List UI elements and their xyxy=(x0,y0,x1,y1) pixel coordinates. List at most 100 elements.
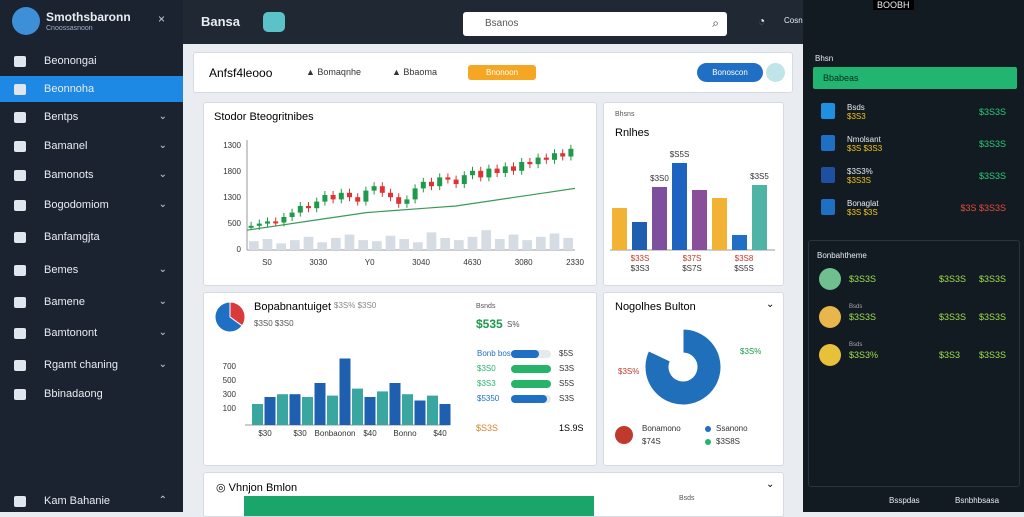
menu-icon xyxy=(14,297,26,308)
candle xyxy=(552,153,557,160)
list-foot: 1S.9S xyxy=(559,423,584,433)
candle xyxy=(330,195,336,200)
panel-title: Bhsn xyxy=(815,54,834,63)
volume-bar xyxy=(372,241,382,250)
row-label: $3S3% xyxy=(847,167,873,176)
menu-label: Bamonots xyxy=(44,169,94,181)
x-tick-label: 3040 xyxy=(412,258,430,267)
bar xyxy=(264,397,276,425)
menu-label: Beonongai xyxy=(44,55,97,67)
x-label: $S7S xyxy=(682,264,702,273)
panel-footer[interactable]: Bsspdas xyxy=(889,496,920,505)
panel-footer[interactable]: Bsnbhbsasa xyxy=(955,496,1000,505)
candle xyxy=(453,179,459,184)
menu-item[interactable]: Beonongai xyxy=(0,48,183,74)
row-icon xyxy=(821,135,835,151)
menu-item[interactable]: Rgamt chaning ⌄ xyxy=(0,352,183,378)
bar xyxy=(389,383,401,425)
row-bar xyxy=(511,365,551,373)
menu-item[interactable]: Beonnoha xyxy=(0,76,183,102)
search-box[interactable]: Bsanos ⌕ xyxy=(463,12,727,36)
close-icon[interactable]: × xyxy=(158,12,166,26)
candle xyxy=(461,175,467,184)
bottom-card: ◎ Vhnjon Bmlon Bsds ⌄ xyxy=(203,472,784,517)
legend-dot xyxy=(705,439,711,445)
candle xyxy=(314,201,320,209)
menu-icon xyxy=(14,170,26,181)
volume-bar xyxy=(276,243,286,250)
bar xyxy=(289,394,301,425)
menu-item[interactable]: Bamonots ⌄ xyxy=(0,162,183,188)
menu-label: Bamtonont xyxy=(44,327,98,339)
panel-banner[interactable]: Bbabeas xyxy=(813,67,1017,89)
bar xyxy=(672,163,687,250)
x-tick-label: 4630 xyxy=(463,258,481,267)
brand-subtitle: Cnoossasnoon xyxy=(46,25,93,32)
row-value: $3S3 xyxy=(847,112,866,121)
bar xyxy=(414,400,426,425)
row-label: $3S3S xyxy=(849,274,877,284)
tab[interactable]: ▲ Bbaoma xyxy=(392,67,437,77)
menu-icon xyxy=(14,265,26,276)
legend-value: $74S xyxy=(642,437,661,446)
menu-item[interactable]: Bamanel ⌄ xyxy=(0,133,183,159)
volume-bar xyxy=(262,239,273,250)
menu-item[interactable]: Bentps ⌄ xyxy=(0,104,183,130)
x-tick-label: 3080 xyxy=(515,258,533,267)
menu-item[interactable]: Bamtonont ⌄ xyxy=(0,320,183,346)
chevron: ⌄ xyxy=(158,296,167,307)
candle xyxy=(379,186,385,193)
search-icon[interactable]: ⌕ xyxy=(712,16,719,30)
account[interactable]: BOOBH xyxy=(873,0,914,10)
menu-label: Bentps xyxy=(44,111,79,123)
tab[interactable]: ▲ Bomaqnhe xyxy=(306,67,361,77)
toolbar-button[interactable]: Bnonoon xyxy=(468,65,536,80)
x-label: $3S8 xyxy=(735,254,754,263)
bar xyxy=(732,235,747,250)
menu-item[interactable]: Bogodomiom ⌄ xyxy=(0,192,183,218)
list-title: Bsnds xyxy=(476,303,496,310)
annotation: $3S5 xyxy=(750,172,769,181)
x-label: $33S xyxy=(631,254,650,263)
row-value: $3S3S xyxy=(939,312,967,322)
chevron: ⌄ xyxy=(158,169,167,180)
candle xyxy=(560,153,566,157)
menu-icon xyxy=(14,141,26,152)
row-change: $3S3S xyxy=(978,139,1006,149)
volume-bar xyxy=(508,234,519,250)
toolbar-toggle[interactable] xyxy=(766,63,785,82)
menu-item[interactable]: Bemes ⌄ xyxy=(0,257,183,283)
volume-bar xyxy=(344,234,355,250)
toolbar-pill[interactable]: Bonoscon xyxy=(697,63,763,82)
menu-item[interactable]: Banfamgjta xyxy=(0,224,183,250)
menu-label: Banfamgjta xyxy=(44,231,100,243)
volume-bar xyxy=(522,240,532,250)
tab-label: Bomaqnhe xyxy=(317,67,361,77)
menu-item[interactable]: Bamene ⌄ xyxy=(0,289,183,315)
row-icon xyxy=(819,344,841,366)
candle xyxy=(322,195,328,202)
y-tick-label: 700 xyxy=(223,362,237,371)
bar xyxy=(712,198,727,250)
chevron[interactable]: ⌄ xyxy=(766,299,775,310)
bar xyxy=(612,208,627,250)
x-label: Bonbaonon xyxy=(315,429,356,438)
bar xyxy=(352,388,363,425)
bar xyxy=(439,404,451,425)
menu-item[interactable]: Bbinadaong xyxy=(0,381,183,407)
row-icon xyxy=(819,268,841,290)
menu-label: Bemes xyxy=(44,264,79,276)
bar xyxy=(752,185,767,250)
y-tick-label: 500 xyxy=(228,219,242,228)
bottom-note: Bsds xyxy=(679,495,695,502)
row-change: $3S3S xyxy=(978,350,1006,360)
app-icon[interactable] xyxy=(263,12,285,32)
menu-footer[interactable]: Kam Bahanie ⌃ xyxy=(0,488,183,514)
chevron[interactable]: ⌄ xyxy=(766,479,775,490)
volume-bar xyxy=(303,236,314,250)
bell-icon[interactable]: ◔ xyxy=(758,14,766,28)
x-tick-label: S0 xyxy=(262,258,272,267)
candle xyxy=(363,190,369,202)
row-value: S3S xyxy=(559,394,574,403)
